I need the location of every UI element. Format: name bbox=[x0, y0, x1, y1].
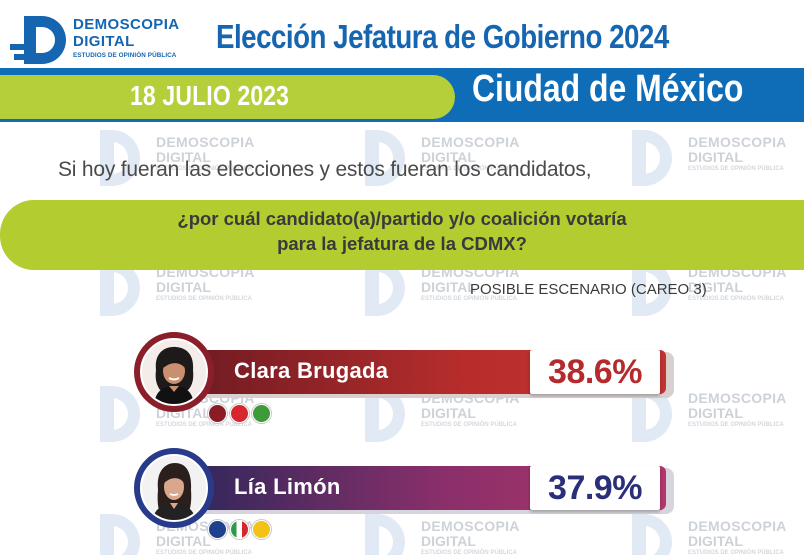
question-line-1: ¿por cuál candidato(a)/partido y/o coali… bbox=[177, 208, 627, 229]
person-portrait-icon bbox=[142, 456, 206, 520]
header bbox=[0, 0, 804, 75]
candidate-name: Clara Brugada bbox=[234, 358, 389, 383]
person-portrait-icon bbox=[142, 340, 206, 404]
question-line-2: para la jefatura de la CDMX? bbox=[277, 233, 527, 254]
candidate-row: Lía Limón 37.9% bbox=[134, 448, 674, 539]
watermark-logo: DEMOSCOPIA DIGITAL ESTUDIOS DE OPINIÓN PÚB… bbox=[632, 512, 804, 555]
page-subtitle: Ciudad de México bbox=[472, 68, 744, 110]
watermark-logo: DEMOSCOPIA DIGITAL ESTUDIOS DE OPINIÓN PÚB… bbox=[365, 512, 580, 555]
brand-logo: DEMOSCOPIA DIGITAL ESTUDIOS DE OPINIÓN P… bbox=[10, 14, 210, 66]
percentage-box: 38.6% bbox=[530, 350, 660, 394]
pvem-logo-icon bbox=[252, 404, 271, 423]
candidate-photo-avatar bbox=[134, 332, 214, 412]
candidate-photo-avatar bbox=[134, 448, 214, 528]
watermark-logo: DEMOSCOPIA DIGITAL ESTUDIOS DE OPINIÓN PÚB… bbox=[100, 512, 315, 555]
watermark-logo: DEMOSCOPIA DIGITAL ESTUDIOS DE OPINIÓN PÚB… bbox=[365, 128, 580, 196]
logo-speed-bar bbox=[14, 54, 24, 60]
morena-logo-icon bbox=[208, 404, 227, 423]
question-intro: Si hoy fueran las elecciones y estos fue… bbox=[58, 158, 592, 181]
header-green-band bbox=[0, 75, 455, 119]
brand-name-line2: DIGITAL bbox=[73, 33, 135, 50]
candidate-name: Lía Limón bbox=[234, 474, 341, 499]
prd-logo-icon bbox=[252, 520, 271, 539]
pan-logo-icon bbox=[208, 520, 227, 539]
candidate-percentage: 37.9% bbox=[548, 469, 642, 507]
question-band bbox=[0, 200, 804, 270]
brand-name: DEMOSCOPIA bbox=[73, 16, 180, 33]
candidate-percentage: 38.6% bbox=[548, 353, 642, 391]
survey-date: 18 JULIO 2023 bbox=[130, 80, 290, 111]
question-text: ¿por cuál candidato(a)/partido y/o coali… bbox=[0, 206, 804, 256]
brand-tagline: ESTUDIOS DE OPINIÓN PÚBLICA bbox=[73, 52, 177, 59]
logo-d-mark-icon bbox=[24, 16, 66, 64]
pri-logo-icon bbox=[230, 520, 249, 539]
pt-logo-icon bbox=[230, 404, 249, 423]
watermark-logo: DEMOSCOPIA DIGITAL ESTUDIOS DE OPINIÓN PÚB… bbox=[632, 128, 804, 196]
watermark-logo: DEMOSCOPIA DIGITAL ESTUDIOS DE OPINIÓN PÚB… bbox=[100, 128, 315, 196]
watermark-logo: DEMOSCOPIA DIGITAL ESTUDIOS DE OPINIÓN PÚB… bbox=[365, 258, 580, 326]
page-title: Elección Jefatura de Gobierno 2024 bbox=[216, 18, 669, 55]
logo-speed-bar bbox=[10, 44, 24, 50]
candidate-row: Clara Brugada 38.6% bbox=[134, 332, 674, 423]
percentage-box: 37.9% bbox=[530, 466, 660, 510]
scenario-label: POSIBLE ESCENARIO (CAREO 3) bbox=[470, 281, 707, 298]
